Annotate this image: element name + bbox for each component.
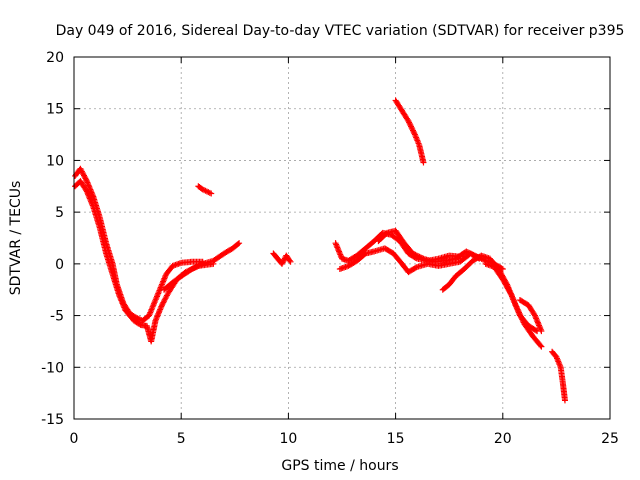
gridlines [74,57,610,419]
data-point [83,187,90,194]
data-point [420,159,427,166]
data-point [236,240,243,247]
data-point [235,241,242,248]
data-point [408,123,415,130]
data-point [196,262,203,269]
data-point [286,257,293,264]
y-tick-label: 0 [55,257,64,273]
data-point [405,118,412,125]
data-point [561,397,568,404]
chart-title: Day 049 of 2016, Sidereal Day-to-day VTE… [56,23,625,39]
y-tick-label: 15 [46,102,64,118]
data-point [538,328,545,335]
x-axis-label: GPS time / hours [281,458,398,474]
series-trace-9 [392,97,427,166]
data-point [188,266,195,273]
plot-frame [73,56,611,420]
x-tick-label: 20 [494,431,512,447]
data-point [287,258,294,265]
data-point [406,119,413,126]
data-point [83,176,90,183]
data-point [419,255,426,262]
data-point [407,122,414,129]
data-point [412,264,419,271]
data-point [412,251,419,258]
data-point [413,252,420,259]
x-tick-label: 25 [601,431,619,447]
y-tick-label: -5 [50,309,64,325]
x-axis: 0 5 10 15 20 25 [70,57,619,447]
series-trace-4 [195,183,215,197]
series-trace-3 [161,240,243,293]
data-point [507,290,514,297]
data-point [417,254,424,261]
data-point [410,128,417,135]
data-point [409,250,416,257]
series-trace-1 [72,165,206,324]
y-tick-label: -15 [41,412,64,428]
data-point [406,120,413,127]
data-point [198,261,205,268]
series-trace-5 [270,250,294,267]
data-point [409,126,416,133]
data-point [415,253,422,260]
data-point [411,130,418,137]
y-tick-label: -10 [41,360,64,376]
data-point [208,190,215,197]
x-tick-label: 10 [279,431,297,447]
y-tick-label: 20 [46,50,64,66]
data-point [537,342,544,349]
series-trace-12 [516,297,545,335]
data-points [72,97,568,404]
data-point [538,343,545,350]
series-trace-11 [482,260,541,335]
data-point [532,327,539,334]
data-point [409,127,416,134]
y-axis-label: SDTVAR / TECUs [8,181,24,296]
x-tick-label: 0 [70,431,79,447]
data-point [190,265,197,272]
series-trace-13 [549,348,568,404]
x-tick-label: 15 [387,431,405,447]
data-point [191,264,198,271]
data-point [416,253,423,260]
data-point [194,263,201,270]
y-axis: -15 -10 -5 0 5 10 15 20 [41,50,610,428]
x-tick-label: 5 [177,431,186,447]
data-point [408,124,415,131]
data-point [531,311,538,318]
y-tick-label: 10 [46,153,64,169]
data-point [195,262,202,269]
data-point [192,264,199,271]
y-tick-label: 5 [55,205,64,221]
data-point [411,251,418,258]
